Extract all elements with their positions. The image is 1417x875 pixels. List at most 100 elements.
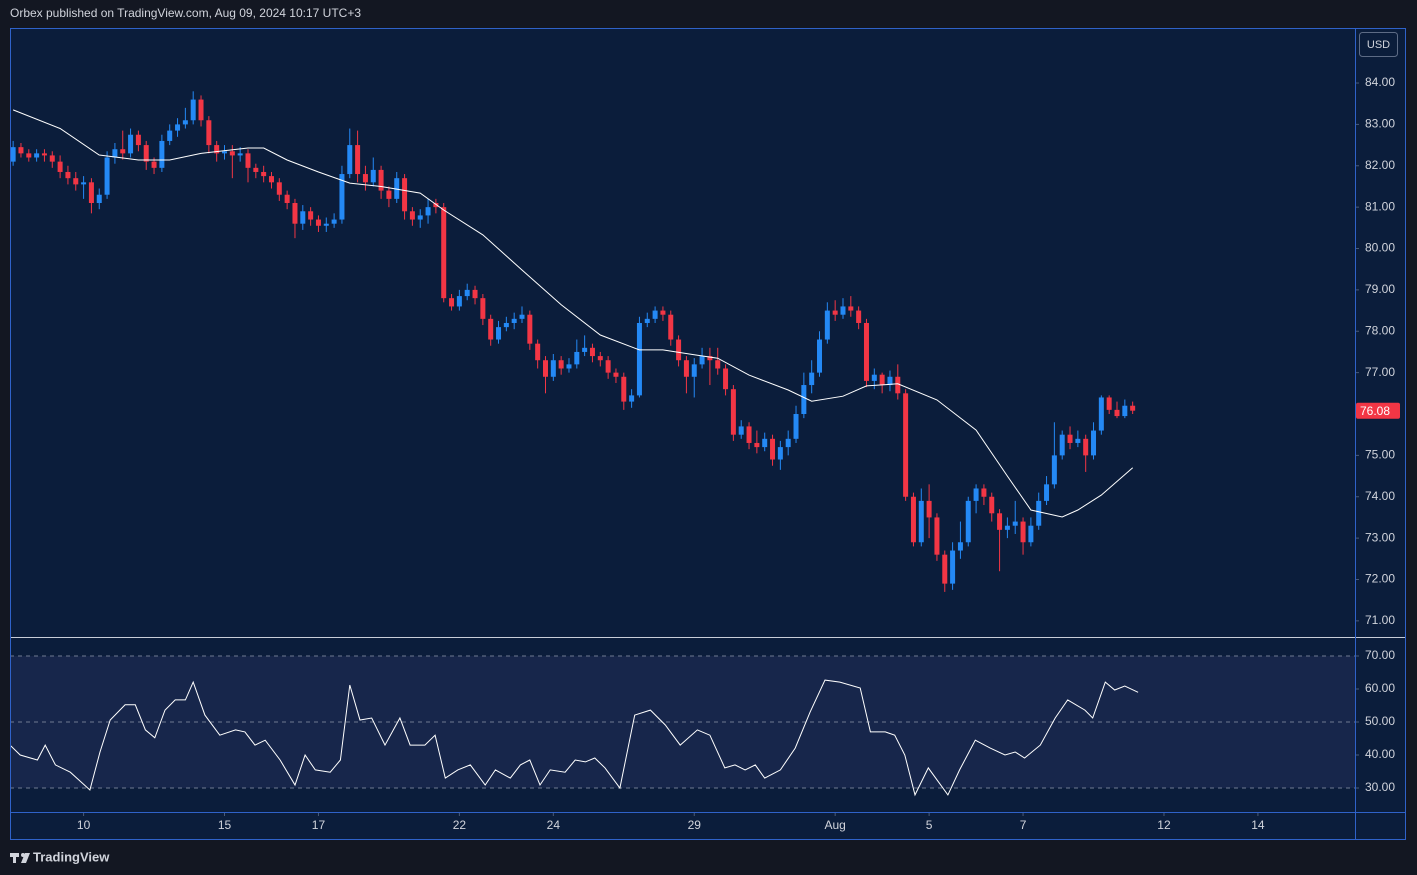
logo-stem [13, 853, 16, 863]
candle-body [738, 426, 744, 435]
last-price-tag [1356, 402, 1400, 419]
candle-body [120, 149, 126, 154]
candle-body [1083, 438, 1089, 456]
candle-body [496, 327, 502, 340]
x-tick-label: 15 [218, 818, 232, 832]
candle-body [143, 145, 149, 162]
candle-body [824, 310, 830, 340]
candle-body [214, 145, 220, 154]
candle-body [409, 211, 415, 220]
candle-body [942, 554, 948, 584]
candle-body [175, 124, 181, 131]
publisher-line: Orbex published on TradingView.com, Aug … [10, 6, 361, 20]
candle-body [237, 153, 243, 156]
candle-body [65, 171, 71, 179]
candle-body [730, 389, 736, 435]
candle-body [441, 207, 447, 299]
candle-body [394, 178, 400, 199]
y-tick-label: 84.00 [1365, 75, 1395, 89]
candle-body [574, 351, 580, 365]
last-price-label: 76.08 [1360, 404, 1390, 418]
candle-body [167, 130, 173, 141]
candle-body [480, 298, 486, 319]
candle-body [817, 339, 823, 373]
candle-body [206, 120, 212, 146]
candle-body [1004, 525, 1010, 530]
candle-body [644, 318, 650, 323]
candle-body [1075, 438, 1081, 443]
candle-body [57, 161, 63, 172]
candle-body [793, 414, 799, 439]
candle-body [871, 374, 877, 381]
candle-body [370, 169, 376, 183]
candle-body [464, 289, 470, 297]
candle-body [973, 488, 979, 501]
y-tick-label: 81.00 [1365, 199, 1395, 213]
candle-body [511, 318, 517, 323]
y-tick-label: 60.00 [1365, 681, 1395, 695]
chart-layer: 84.00 83.00 82.00 81.00 80.00 79.00 78.00 77.00… [10, 75, 1400, 832]
candle-body [112, 149, 118, 158]
x-tick-label: Aug [824, 818, 845, 832]
candle-body [527, 314, 533, 344]
y-tick-label: 75.00 [1365, 448, 1395, 462]
rsi-line [10, 679, 1139, 797]
candle-body [636, 322, 642, 396]
candle-body [746, 426, 752, 443]
y-tick-label: 79.00 [1365, 282, 1395, 296]
candle-body [605, 360, 611, 373]
candle-body [229, 151, 235, 156]
candle-body [777, 447, 783, 460]
currency-box[interactable] [1359, 32, 1398, 57]
candle-body [49, 155, 55, 162]
candle-body [104, 157, 110, 195]
brand-name: TradingView [33, 849, 110, 864]
y-tick-label: 71.00 [1365, 613, 1395, 627]
candle-body [558, 360, 564, 369]
currency-label: USD [1367, 39, 1390, 51]
candle-body [88, 182, 94, 204]
candle-body [378, 169, 384, 191]
candle-body [362, 174, 368, 183]
y-tick-label: 74.00 [1365, 489, 1395, 503]
candle-body [589, 347, 595, 357]
candle-body [903, 393, 909, 497]
candle-body [159, 140, 165, 168]
candle-body [879, 374, 885, 386]
candle-body [96, 194, 102, 204]
candle-body [308, 211, 314, 220]
candle-body [323, 223, 329, 226]
y-tick-label: 77.00 [1365, 365, 1395, 379]
candle-body [331, 219, 337, 224]
candle-body [676, 339, 682, 361]
candle-body [629, 395, 635, 402]
y-tick-label: 82.00 [1365, 158, 1395, 172]
candle-body [245, 153, 251, 168]
candle-body [863, 322, 869, 381]
moving-average [12, 109, 1134, 518]
candle-body [268, 176, 274, 183]
x-tick-label: 10 [77, 818, 91, 832]
candle-body [292, 203, 298, 224]
candle-body [386, 190, 392, 199]
candle-body [542, 360, 548, 377]
x-tick-label: 29 [688, 818, 702, 832]
candle-body [41, 153, 47, 156]
candle-body [950, 550, 956, 584]
candle-body [1114, 409, 1120, 417]
y-tick-label: 50.00 [1365, 714, 1395, 728]
candle-body [1044, 484, 1050, 501]
candle-body [433, 203, 439, 208]
y-tick-label: 78.00 [1365, 323, 1395, 337]
candle-body [151, 161, 157, 168]
candle-body [182, 120, 188, 125]
candle-body [809, 372, 815, 386]
y-tick-label: 83.00 [1365, 117, 1395, 131]
logo-slash [21, 853, 30, 863]
candle-body [253, 167, 259, 172]
candle-body [81, 182, 87, 185]
candle-body [597, 356, 603, 361]
candle-body [449, 298, 455, 307]
candle-body [1098, 397, 1104, 431]
